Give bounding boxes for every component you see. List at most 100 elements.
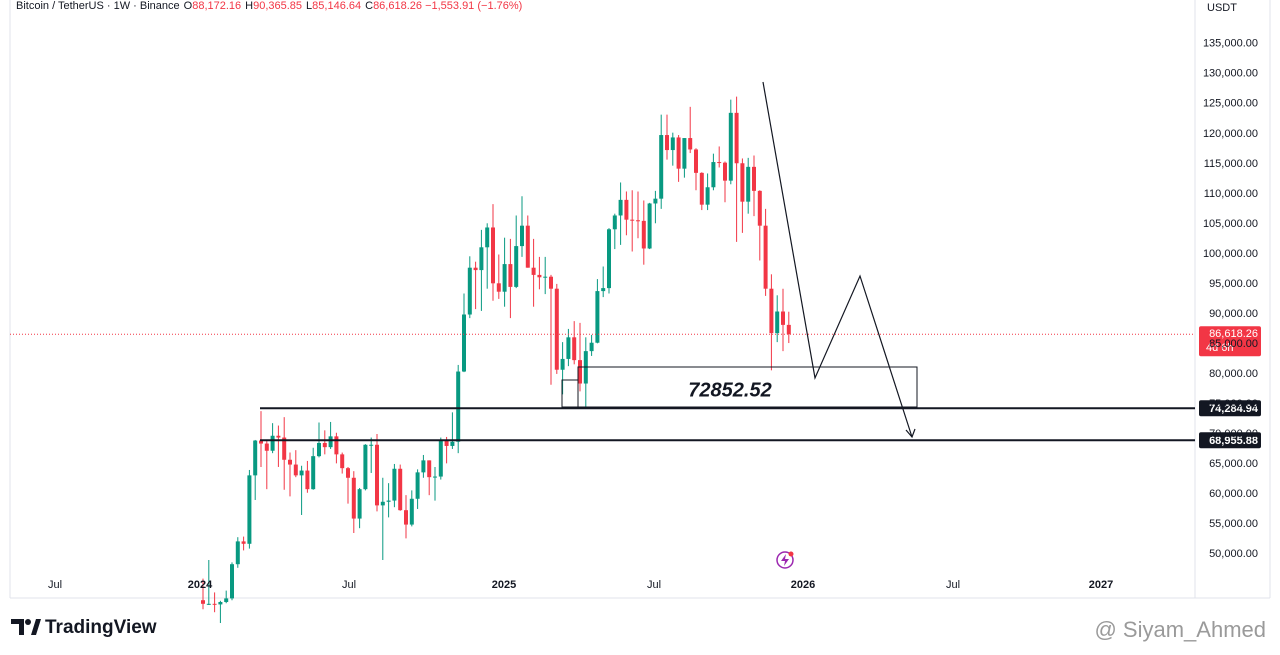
ohlc-value: 85,146.64: [312, 0, 362, 12]
candle-body: [311, 456, 316, 490]
y-tick-label: 65,000.00: [1209, 458, 1258, 470]
y-tick-label: 95,000.00: [1209, 278, 1258, 290]
ohlc-value: 86,618.26: [373, 0, 422, 12]
candle-body: [212, 603, 217, 605]
candle-body: [259, 440, 263, 444]
y-tick-label: 50,000.00: [1209, 548, 1258, 560]
candles: [201, 96, 791, 624]
candle-body: [520, 225, 524, 247]
candle-body: [317, 442, 321, 457]
candle-body: [473, 267, 478, 271]
level-label-box: [1199, 400, 1261, 417]
y-tick-label: 120,000.00: [1203, 128, 1258, 140]
candle-body: [404, 510, 408, 525]
candle-body: [288, 459, 292, 465]
candle-body: [299, 470, 304, 476]
level-label: 68,955.88: [1209, 435, 1258, 447]
candle-body: [415, 472, 420, 499]
candle-body: [572, 337, 577, 361]
candle-body: [241, 541, 246, 544]
ohlc-key: H: [245, 0, 254, 12]
last-price-box: [1199, 326, 1261, 357]
candle-body: [554, 288, 559, 370]
candle-body: [595, 291, 600, 343]
candle-body: [537, 274, 542, 278]
candle-body: [496, 283, 501, 292]
x-tick-label: 2026: [791, 579, 815, 591]
candle-body: [444, 439, 449, 446]
candle-body: [224, 598, 229, 603]
symbol: Bitcoin / TetherUS · 1W · Binance: [16, 0, 180, 12]
candle-body: [566, 337, 571, 359]
candle-body: [624, 199, 629, 220]
candle-body: [206, 603, 211, 605]
candle-body: [409, 498, 414, 525]
candle-body: [531, 267, 536, 275]
x-tick-label: Jul: [946, 579, 960, 591]
y-tick-label: 60,000.00: [1209, 488, 1258, 500]
y-tick-label: 90,000.00: [1209, 308, 1258, 320]
candle-body: [456, 371, 461, 442]
candle-body: [589, 342, 594, 352]
level-label-box: [1199, 432, 1261, 449]
change: −1,553.91 (−1.76%): [425, 0, 523, 12]
candle-body: [641, 220, 646, 249]
candle-body: [322, 442, 327, 448]
x-tick-label: Jul: [48, 579, 62, 591]
ohlc-key: L: [306, 0, 313, 12]
box-label: 72852.52: [688, 379, 771, 401]
y-tick-label: 100,000.00: [1203, 248, 1258, 260]
candle-body: [235, 541, 240, 565]
candle-body: [752, 166, 756, 191]
candle-body: [775, 311, 780, 334]
candle-body: [230, 564, 234, 599]
candle-body: [491, 227, 495, 284]
candle-body: [525, 225, 530, 268]
candle-body: [618, 199, 623, 216]
candle-body: [769, 288, 774, 334]
x-tick-label: 2027: [1089, 579, 1113, 591]
candle-body: [543, 276, 548, 278]
candle-body: [636, 220, 640, 222]
candle-body: [363, 444, 368, 490]
ohlc-value: 90,365.85: [253, 0, 303, 12]
candle-body: [334, 436, 339, 455]
x-tick-label: 2024: [188, 579, 213, 591]
y-tick-label: 110,000.00: [1204, 188, 1258, 200]
candle-body: [340, 454, 345, 469]
y-tick-label: 115,000.00: [1204, 158, 1258, 170]
brand: TradingView: [45, 617, 157, 638]
candle-body: [433, 476, 437, 478]
candle-body: [328, 436, 333, 448]
candle-body: [763, 225, 768, 289]
y-tick-label: 130,000.00: [1203, 68, 1258, 80]
candle-body: [781, 311, 785, 325]
brand-logo: [11, 619, 41, 635]
candle-body: [438, 439, 443, 477]
candle-body: [717, 162, 722, 164]
symbol-header: Bitcoin / TetherUS · 1W · Binance O88,172…: [16, 0, 522, 13]
candle-body: [746, 166, 751, 202]
candle-body: [421, 460, 426, 473]
candle-body: [723, 162, 727, 181]
candle-body: [711, 162, 716, 188]
arrow-head: [905, 428, 916, 439]
candle-body: [386, 500, 391, 502]
candle-body: [705, 187, 710, 205]
candle-body: [560, 358, 565, 370]
candle-body: [427, 460, 432, 478]
candle-body: [351, 477, 356, 519]
candle-body: [282, 437, 287, 460]
candle-body: [270, 435, 275, 451]
candle-body: [653, 198, 658, 204]
countdown: 4d 6h: [1206, 342, 1234, 354]
candle-body: [380, 501, 385, 506]
ohlc-key: C: [365, 0, 374, 12]
ohlc-value: 88,172.16: [192, 0, 242, 12]
candle-body: [276, 435, 281, 438]
candle-body: [508, 264, 513, 287]
candle-body: [264, 443, 269, 451]
y-tick-label: 80,000.00: [1209, 368, 1258, 380]
candle-body: [253, 440, 258, 476]
